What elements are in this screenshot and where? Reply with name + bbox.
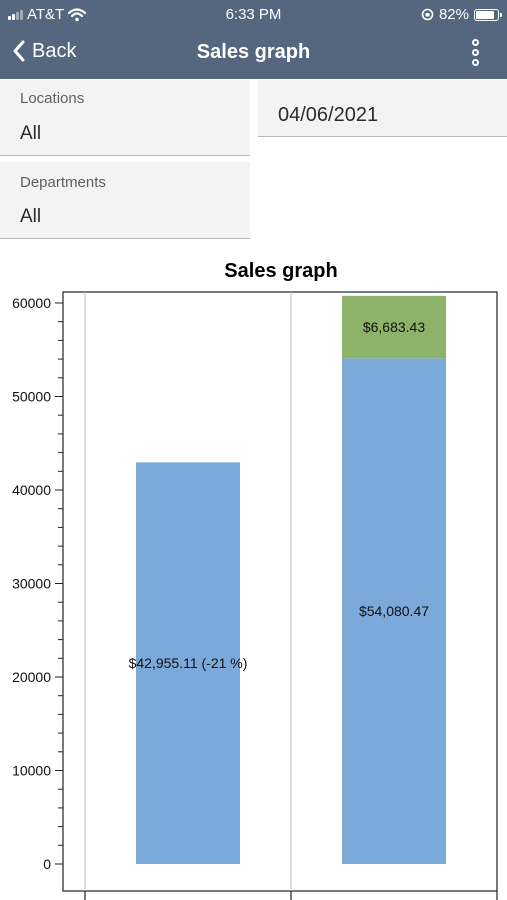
y-tick-label: 20000 — [12, 669, 51, 685]
orientation-lock-icon — [421, 8, 434, 21]
departments-value: All — [20, 206, 42, 227]
carrier-name: AT&T — [27, 6, 65, 23]
sales-bar-chart: 0 10000 20000 30000 40000 50000 60000 $42,955.1… — [12, 291, 498, 900]
battery-percent: 82% — [438, 6, 469, 23]
bar-segment — [136, 462, 240, 864]
bar-segment — [342, 358, 446, 864]
y-tick-label: 10000 — [12, 763, 51, 779]
more-options-icon[interactable] — [472, 39, 479, 66]
bar-segment — [342, 295, 446, 359]
chevron-left-icon — [13, 40, 25, 62]
date-field[interactable]: 04/06/2021 — [258, 80, 507, 137]
locations-filter[interactable]: Locations All — [0, 80, 250, 156]
chart-title: Sales graph — [224, 260, 338, 282]
signal-icon — [8, 9, 23, 20]
status-right: 82% — [421, 6, 502, 23]
date-value: 04/06/2021 — [278, 104, 379, 126]
nav-bar: Back Sales graph — [0, 30, 507, 79]
status-bar: AT&T 6:33 PM 82% — [0, 0, 507, 30]
data-label: $54,080.47 — [359, 603, 429, 619]
battery-icon — [474, 8, 502, 21]
y-tick-label: 30000 — [12, 576, 51, 592]
y-tick-label: 40000 — [12, 482, 51, 498]
back-button[interactable]: Back — [12, 39, 76, 63]
departments-filter[interactable]: Departments All — [0, 162, 250, 239]
plot-frame — [62, 291, 498, 892]
data-label: $6,683.43 — [363, 319, 425, 335]
departments-label: Departments — [20, 174, 106, 191]
y-tick-label: 50000 — [12, 389, 51, 405]
y-tick-label: 60000 — [12, 295, 51, 311]
locations-value: All — [20, 123, 42, 144]
back-label: Back — [32, 39, 77, 62]
status-time: 6:33 PM — [225, 6, 282, 23]
locations-label: Locations — [20, 90, 85, 107]
wifi-icon — [68, 7, 87, 21]
y-tick-label: 0 — [43, 856, 51, 872]
page-title: Sales graph — [196, 41, 311, 63]
carrier-info: AT&T — [8, 6, 87, 23]
data-label: $42,955.11 (-21 %) — [129, 655, 248, 671]
